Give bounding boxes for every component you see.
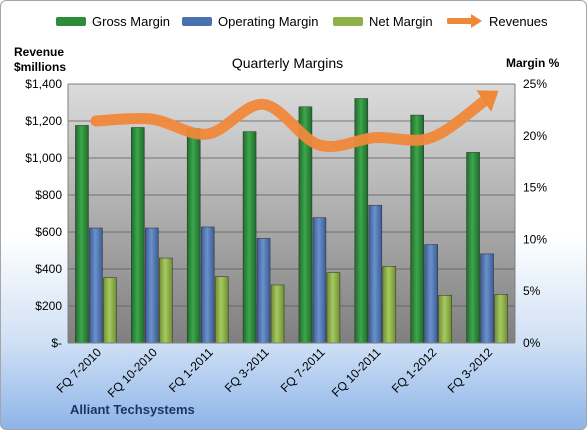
- right-tick-label: 0%: [523, 336, 541, 350]
- right-tick-label: 15%: [523, 181, 547, 195]
- right-axis-label: Margin %: [506, 56, 560, 70]
- chart-title: Quarterly Margins: [231, 55, 344, 71]
- operating-margin-bar: [368, 204, 383, 344]
- net-margin-bar: [382, 266, 397, 344]
- operating-margin-bar: [145, 227, 159, 344]
- footer-company: Alliant Techsystems: [70, 402, 195, 417]
- operating-margin-bar: [480, 253, 494, 344]
- gross-margin-bar: [466, 152, 480, 344]
- net-margin-bar: [270, 284, 285, 344]
- left-axis-label: Revenue $millions: [14, 45, 66, 75]
- legend-label-gross-margin: Gross Margin: [92, 13, 171, 29]
- net-margin-bar: [159, 257, 173, 344]
- category-label: FQ 10-2011: [329, 345, 384, 400]
- left-tick-label: $1,400: [25, 77, 62, 91]
- category-label: FQ 1-2011: [166, 345, 216, 395]
- net-margin-bar: [438, 295, 452, 344]
- revenues-point: [207, 133, 209, 135]
- category-label: FQ 3-2011: [222, 345, 272, 395]
- right-tick-label: 20%: [523, 129, 547, 143]
- legend-swatch-gross-margin: [56, 16, 86, 26]
- left-tick-label: $800: [35, 188, 62, 202]
- operating-margin-bar: [89, 227, 103, 344]
- net-margin-bar: [214, 276, 229, 344]
- legend-item-net-margin: Net Margin: [333, 13, 433, 29]
- legend-swatch-net-margin: [333, 16, 363, 26]
- left-tick-label: $1,200: [25, 114, 62, 128]
- legend-item-operating-margin: Operating Margin: [182, 13, 318, 29]
- category-label: FQ 3-2012: [445, 345, 496, 396]
- right-tick-label: 10%: [523, 232, 547, 246]
- category-label: FQ 10-2010: [105, 345, 160, 400]
- legend-swatch-operating-margin: [182, 16, 212, 26]
- category-label: FQ 1-2012: [389, 345, 440, 396]
- operating-margin-bar: [256, 238, 271, 344]
- revenues-point: [263, 103, 265, 105]
- legend-item-gross-margin: Gross Margin: [56, 13, 170, 29]
- left-tick-label: $1,000: [25, 151, 62, 165]
- gross-margin-bar: [131, 127, 145, 344]
- gross-margin-bar: [242, 131, 257, 344]
- gross-margin-bar: [410, 114, 424, 344]
- left-tick-label: $200: [35, 299, 62, 313]
- right-tick-label: 5%: [523, 284, 541, 298]
- revenues-arrowhead: [476, 90, 499, 112]
- left-tick-label: $600: [35, 225, 62, 239]
- gross-margin-bar: [186, 128, 201, 344]
- revenues-point: [151, 118, 153, 120]
- revenues-line: [90, 93, 493, 152]
- left-axis-label-line1: Revenue: [14, 45, 65, 59]
- category-label: FQ 7-2011: [278, 345, 328, 395]
- operating-margin-bar: [200, 226, 215, 344]
- category-label: FQ 7-2010: [54, 345, 105, 396]
- legend: Gross Margin Operating Margin Net Margin…: [0, 0, 587, 36]
- net-margin-bar: [103, 277, 117, 344]
- revenues-point: [374, 137, 376, 139]
- gross-margin-bar: [75, 125, 89, 344]
- legend-label-net-margin: Net Margin: [369, 13, 433, 29]
- net-margin-bar: [326, 272, 341, 344]
- legend-label-revenues: Revenues: [489, 13, 548, 29]
- revenues-point: [95, 120, 97, 122]
- left-axis-label-line2: $millions: [14, 60, 67, 74]
- revenues-point: [318, 144, 320, 146]
- net-margin-bar: [494, 294, 508, 344]
- legend-label-operating-margin: Operating Margin: [218, 13, 319, 29]
- legend-item-revenues: Revenues: [447, 13, 548, 29]
- operating-margin-bar: [312, 217, 327, 344]
- operating-margin-bar: [424, 244, 438, 344]
- revenues-point: [430, 137, 432, 139]
- right-tick-label: 25%: [523, 77, 547, 91]
- left-tick-label: $-: [51, 336, 62, 350]
- left-tick-label: $400: [35, 262, 62, 276]
- arrow-icon: [447, 14, 482, 28]
